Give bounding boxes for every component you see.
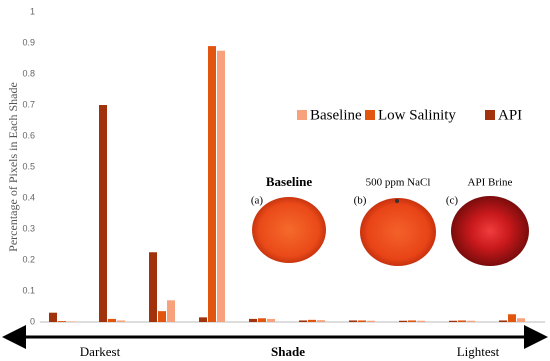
bar bbox=[508, 314, 516, 322]
bar bbox=[58, 321, 66, 322]
x-axis-title: Shade bbox=[271, 344, 305, 359]
inset-tag: (a) bbox=[251, 195, 264, 207]
legend-swatch bbox=[365, 110, 375, 120]
legend-swatch bbox=[485, 110, 495, 120]
photo-spot bbox=[395, 199, 399, 203]
bar bbox=[517, 318, 525, 322]
y-tick-label: 0.8 bbox=[22, 68, 35, 78]
bar bbox=[67, 321, 75, 322]
x-left-label: Darkest bbox=[80, 344, 121, 359]
bar bbox=[317, 320, 325, 322]
bar bbox=[417, 320, 425, 322]
photo bbox=[451, 196, 529, 266]
bar bbox=[467, 320, 475, 322]
bar bbox=[367, 320, 375, 322]
bar bbox=[249, 318, 257, 322]
x-right-label: Lightest bbox=[457, 344, 500, 359]
photo bbox=[252, 197, 326, 263]
bar bbox=[408, 320, 416, 322]
bar bbox=[167, 300, 175, 322]
inset-title: 500 ppm NaCl bbox=[366, 177, 431, 189]
bar bbox=[349, 320, 357, 322]
bar bbox=[267, 318, 275, 322]
bar bbox=[358, 320, 366, 322]
y-tick-label: 0.9 bbox=[22, 37, 35, 47]
bar bbox=[99, 105, 107, 322]
bar bbox=[49, 312, 57, 322]
y-tick-label: 0.6 bbox=[22, 130, 35, 140]
inset-title: API Brine bbox=[468, 177, 513, 189]
inset-photos bbox=[252, 196, 529, 266]
bar bbox=[149, 252, 157, 322]
inset-title: Baseline bbox=[266, 174, 312, 189]
y-tick-label: 0.5 bbox=[22, 161, 35, 171]
bar bbox=[308, 319, 316, 322]
bar bbox=[117, 320, 125, 322]
photo bbox=[360, 198, 436, 266]
bar bbox=[217, 50, 225, 322]
bar bbox=[258, 318, 266, 322]
bar bbox=[458, 320, 466, 322]
y-axis-title: Percentage of Pixels in Each Shade bbox=[6, 82, 20, 252]
bar bbox=[208, 46, 216, 322]
bar bbox=[399, 320, 407, 322]
bar bbox=[449, 320, 457, 322]
y-tick-label: 1 bbox=[30, 6, 35, 16]
y-tick-label: 0.2 bbox=[22, 254, 35, 264]
legend-label: Low Salinity bbox=[378, 107, 456, 123]
bar bbox=[158, 311, 166, 322]
y-tick-label: 0.3 bbox=[22, 223, 35, 233]
y-tick-label: 0 bbox=[30, 316, 35, 326]
legend-label: API bbox=[498, 107, 522, 123]
y-tick-label: 0.4 bbox=[22, 192, 35, 202]
legend-swatch bbox=[297, 110, 307, 120]
bar bbox=[199, 317, 207, 322]
bar bbox=[499, 320, 507, 322]
bar bbox=[299, 320, 307, 322]
y-tick-label: 0.1 bbox=[22, 285, 35, 295]
inset-tag: (c) bbox=[446, 195, 459, 207]
inset-tag: (b) bbox=[354, 195, 367, 207]
bar bbox=[108, 318, 116, 322]
y-tick-label: 0.7 bbox=[22, 99, 35, 109]
legend-label: Baseline bbox=[310, 107, 362, 123]
